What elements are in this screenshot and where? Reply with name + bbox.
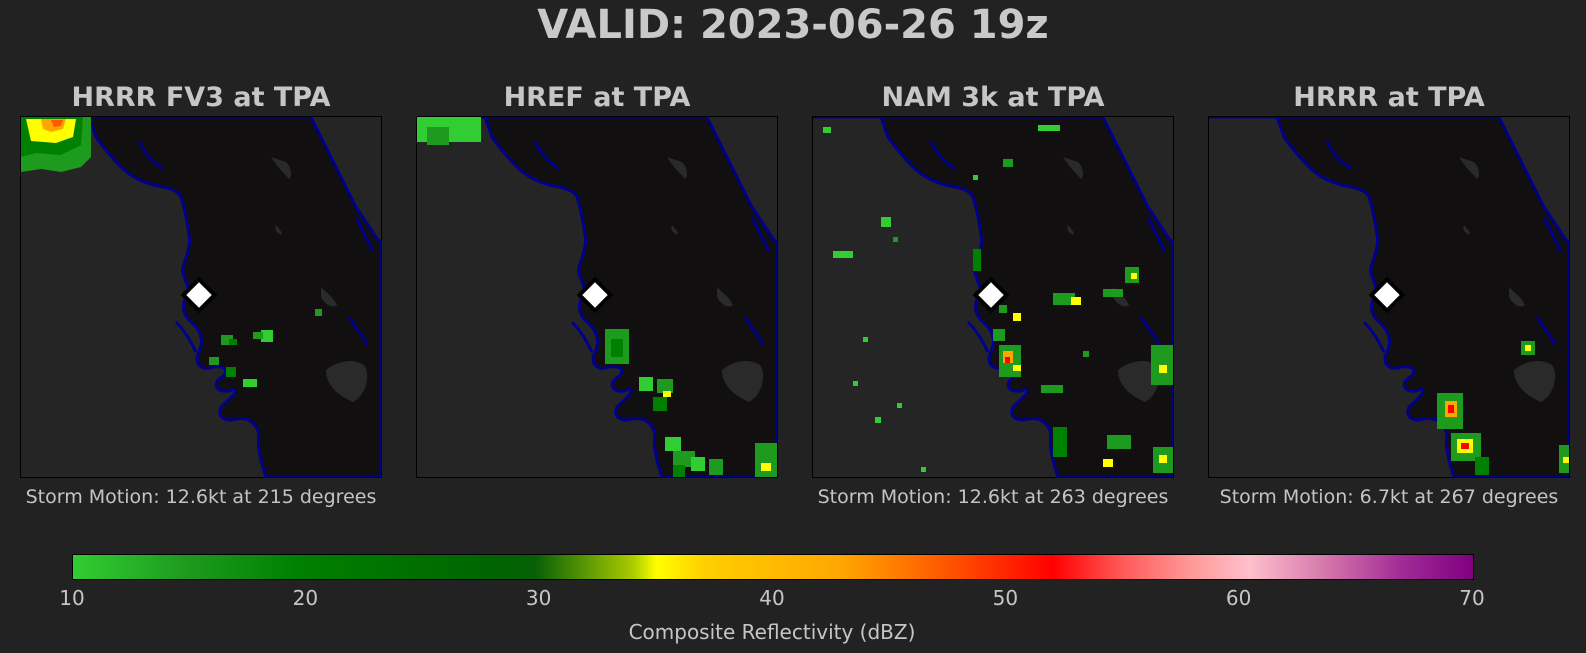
storm-motion-text: Storm Motion: 12.6kt at 263 degrees [817, 486, 1169, 508]
colorbar-tick-label: 40 [759, 586, 785, 610]
storm-motion-text: Storm Motion: 12.6kt at 215 degrees [25, 486, 377, 508]
map-nam3k [812, 116, 1174, 478]
colorbar-tick-label: 60 [1225, 586, 1252, 610]
panel-title: NAM 3k at TPA [881, 82, 1105, 113]
storm-motion-text: Storm Motion: 6.7kt at 267 degrees [1219, 486, 1559, 508]
panel-title: HRRR FV3 at TPA [71, 82, 331, 113]
panel-nam3k: NAM 3k at TPA [812, 80, 1174, 508]
map-hrrr [1208, 116, 1570, 478]
reflectivity-cells [417, 117, 777, 477]
storm-motion-text [416, 486, 778, 508]
map-href [416, 116, 778, 478]
reflectivity-cells [1437, 341, 1569, 475]
reflectivity-colorbar [72, 554, 1474, 580]
panel-hrrr-fv3: HRRR FV3 at TPA Storm Motion: 12.6kt [20, 80, 382, 508]
colorbar-tick-label: 10 [59, 586, 85, 610]
colorbar-tick-label: 70 [1459, 586, 1485, 610]
colorbar-tick-label: 20 [292, 586, 319, 610]
panel-title: HREF at TPA [503, 82, 691, 113]
map-hrrr-fv3 [20, 116, 382, 478]
panel-title: HRRR at TPA [1293, 82, 1485, 113]
page-title: VALID: 2023-06-26 19z [537, 2, 1049, 48]
colorbar-label: Composite Reflectivity (dBZ) [628, 620, 916, 644]
reflectivity-cells [21, 117, 322, 387]
colorbar-tick-label: 50 [992, 586, 1019, 610]
panel-hrrr: HRRR at TPA Storm Motion: 6.7kt at 267 d… [1208, 80, 1570, 508]
panel-href: HREF at TPA [416, 80, 778, 508]
colorbar-tick-label: 30 [525, 586, 552, 610]
reflectivity-cells [823, 125, 1173, 473]
